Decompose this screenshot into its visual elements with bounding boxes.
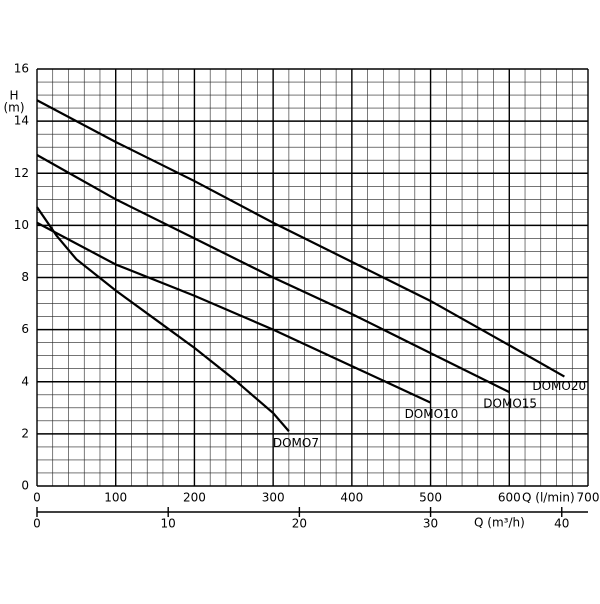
- x-tick-label: 500: [419, 491, 442, 505]
- x-tick-label: 200: [183, 491, 206, 505]
- curve-label: DOMO15: [483, 397, 537, 411]
- y-tick-label: 16: [14, 62, 29, 76]
- y-axis-label: (m): [3, 101, 24, 115]
- x-tick-label: 100: [104, 491, 127, 505]
- curve: [36, 206, 290, 432]
- y-axis-label: H: [9, 89, 18, 103]
- x2-tick-label: 10: [161, 517, 176, 531]
- curve: [36, 221, 432, 404]
- y-tick-label: 0: [21, 479, 29, 493]
- y-tick-label: 6: [21, 322, 29, 336]
- curve-label: DOMO20: [532, 379, 586, 393]
- x2-tick-label: 20: [292, 517, 307, 531]
- y-tick-label: 14: [14, 114, 29, 128]
- curve: [36, 99, 565, 378]
- x2-tick-label: 0: [33, 517, 41, 531]
- x-tick-label: 300: [262, 491, 285, 505]
- x-tick-label: 400: [340, 491, 363, 505]
- x-axis-label: Q (l/min): [522, 491, 575, 505]
- y-tick-label: 2: [21, 426, 29, 440]
- x-tick-label: 600: [498, 491, 521, 505]
- y-tick-label: 8: [21, 270, 29, 284]
- x2-tick-label: 30: [423, 517, 438, 531]
- y-tick-label: 12: [14, 166, 29, 180]
- x-tick-label: 0: [33, 491, 41, 505]
- x2-tick-label: 40: [554, 517, 569, 531]
- curve-label: DOMO7: [273, 436, 319, 450]
- curve: [36, 154, 510, 394]
- y-tick-label: 4: [21, 374, 29, 388]
- x2-axis-label: Q (m³/h): [474, 516, 525, 530]
- y-tick-label: 10: [14, 218, 29, 232]
- x-tick-label: 700: [577, 491, 600, 505]
- curve-label: DOMO10: [405, 407, 459, 421]
